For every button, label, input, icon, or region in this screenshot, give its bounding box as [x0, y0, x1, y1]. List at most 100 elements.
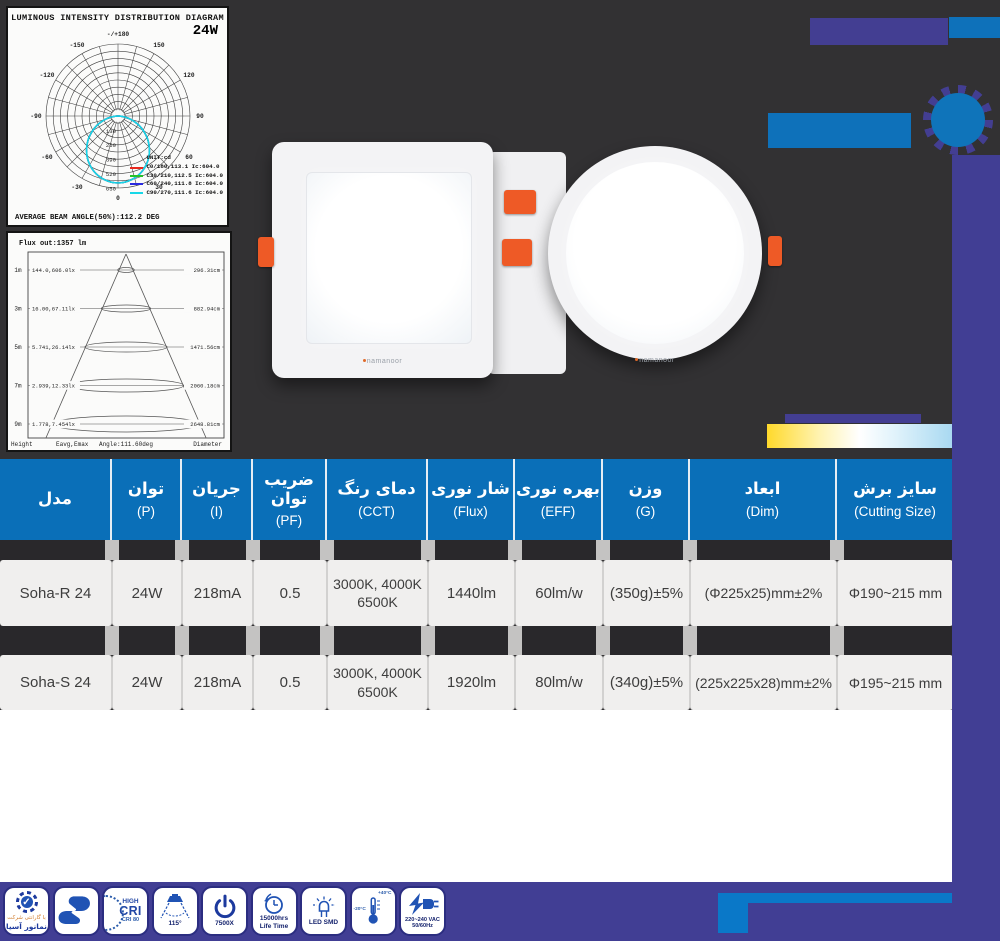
svg-text:2.939,12.33lx: 2.939,12.33lx: [32, 383, 76, 390]
separator-block: [112, 540, 182, 560]
svg-text:Angle:111.60deg: Angle:111.60deg: [99, 441, 153, 448]
cell-power: 24W: [112, 560, 182, 626]
lower-white-panel: [0, 710, 952, 890]
cell-cutting-size: Φ190~215 mm: [837, 560, 953, 626]
legend-label: C0/180,113.1 Ic:604.0: [146, 163, 220, 171]
badge-beam-angle: 115°: [151, 886, 199, 936]
separator-block: [837, 540, 953, 560]
svg-text:0: 0: [116, 195, 120, 202]
temp-min-label: -20°C: [353, 907, 366, 912]
table-row-soha-r: Soha-R 24 24W 218mA 0.5 3000K, 4000K 650…: [0, 560, 953, 626]
svg-text:390: 390: [106, 157, 117, 164]
svg-text:-150: -150: [70, 42, 85, 49]
cell-flux: 1440lm: [428, 560, 515, 626]
bottom-logo-mark: [718, 893, 748, 933]
svg-text:650: 650: [106, 185, 117, 192]
warranty-caption: با گارانتی شرکت: [7, 915, 46, 922]
separator-block: [690, 540, 837, 560]
warranty-seal-icon: ✓: [15, 891, 38, 914]
separator-block: [428, 540, 515, 560]
header-cct: دمای رنگ (CCT): [327, 459, 428, 540]
legend-swatch: [130, 183, 144, 186]
cell-current: 218mA: [182, 655, 253, 710]
cone-plot: 1m 144.0,606.0lx 296.31cm 3m 16.00,67.11lx 88…: [11, 251, 225, 448]
downlight-beam-icon: [160, 894, 190, 919]
brand-label: namanoor: [548, 357, 762, 364]
svg-text:-90: -90: [30, 113, 41, 120]
svg-text:260: 260: [106, 142, 117, 149]
separator-block: [253, 540, 327, 560]
bottom-logo-stripe: [718, 893, 952, 903]
svg-text:5.741,26.14lx: 5.741,26.14lx: [32, 344, 76, 351]
separator-block: [603, 626, 690, 655]
separator-block: [515, 540, 603, 560]
spec-table: مدل توان (P) جریان (I) ضریب توان (PF) دمای …: [0, 459, 953, 710]
cell-flux: 1920lm: [428, 655, 515, 710]
svg-text:Diameter: Diameter: [193, 441, 222, 448]
separator-block: [603, 540, 690, 560]
spring-clip: [768, 236, 782, 266]
table-row-soha-s: Soha-S 24 24W 218mA 0.5 3000K, 4000K 650…: [0, 655, 953, 710]
led-smd-label: LED SMD: [308, 918, 339, 926]
legend-label: C90/270,111.6 Ic:604.0: [146, 188, 223, 196]
legend-swatch: [130, 166, 144, 169]
svg-text:130: 130: [106, 128, 117, 135]
svg-text:3m: 3m: [14, 306, 22, 313]
cri-line2: CRI: [119, 904, 142, 919]
svg-text:882.94cm: 882.94cm: [194, 306, 221, 313]
cell-power-factor: 0.5: [253, 655, 327, 710]
svg-text:2648.81cm: 2648.81cm: [190, 421, 220, 428]
badge-switching-cycles: 7500X: [201, 886, 248, 936]
table-separator-row: [0, 540, 953, 560]
logo-farsi-wordmark-bar: [810, 18, 948, 45]
lifetime-label: Life Time: [259, 922, 289, 930]
badge-warranty: ✓ با گارانتی شرکت نمانور آسیا: [3, 886, 50, 936]
badge-voltage: 220~240 VAC 50/60Hz: [399, 886, 446, 936]
header-current: جریان (I): [182, 459, 253, 540]
table-separator-row: [0, 626, 953, 655]
thermometer-icon: [368, 897, 380, 924]
svg-text:-/+180: -/+180: [107, 31, 130, 38]
voltage-range: 220~240 VAC: [405, 916, 440, 923]
logo-bar-accent: [949, 17, 1000, 38]
separator-block: [182, 626, 253, 655]
badge-led-smd: LED SMD: [300, 886, 347, 936]
header-cutting-size: سایز برش (Cutting Size): [853, 479, 937, 519]
svg-text:30: 30: [155, 184, 163, 191]
flux-out-label: Flux out:1357 lm: [19, 240, 87, 248]
legend-entry: C90/270,111.6 Ic:604.0: [130, 189, 223, 197]
svg-text:1471.56cm: 1471.56cm: [190, 344, 220, 351]
separator-block: [690, 626, 837, 655]
logo-latin-wordmark-bar: [768, 113, 911, 148]
cri-line1: HIGH: [122, 897, 139, 905]
separator-block: [837, 626, 953, 655]
cell-cct: 3000K, 4000K 6500K: [327, 655, 428, 710]
power-icon: [214, 894, 235, 919]
brand-label: namanoor: [272, 358, 493, 365]
header-power-factor: ضریب توان (PF): [253, 459, 327, 540]
svg-text:9m: 9m: [14, 421, 22, 428]
legend-entry: C60/240,111.8 Ic:604.0: [130, 180, 223, 188]
cell-cct: 3000K, 4000K 6500K: [327, 560, 428, 626]
svg-text:520: 520: [106, 171, 117, 178]
legend-entry: C0/180,113.1 Ic:604.0: [130, 163, 223, 171]
separator-block: [0, 626, 112, 655]
cell-current: 218mA: [182, 560, 253, 626]
brand-dot-icon: [362, 359, 366, 362]
round-downlight-lens: [566, 162, 744, 344]
cell-cutting-size: Φ195~215 mm: [837, 655, 953, 710]
separator-block: [253, 626, 327, 655]
svg-text:Eavg,Emax: Eavg,Emax: [56, 441, 89, 448]
cri-line3: CRI 80: [121, 916, 140, 923]
polar-legend: UNIT:cd C0/180,113.1 Ic:604.0 C30/210,11…: [130, 154, 223, 197]
clock-icon: [264, 893, 283, 914]
lifetime-hours: 15000hrs: [259, 915, 289, 923]
table-header-row: مدل توان (P) جریان (I) ضریب توان (PF) دمای …: [0, 459, 953, 540]
svg-text:5m: 5m: [14, 344, 22, 351]
legend-label: C30/210,112.5 Ic:604.0: [146, 171, 223, 179]
badge-temperature: +40°C -20°C: [349, 886, 397, 936]
svg-text:144.0,606.0lx: 144.0,606.0lx: [32, 267, 76, 274]
frequency: 50/60Hz: [412, 923, 433, 929]
legend-swatch: [130, 174, 144, 177]
